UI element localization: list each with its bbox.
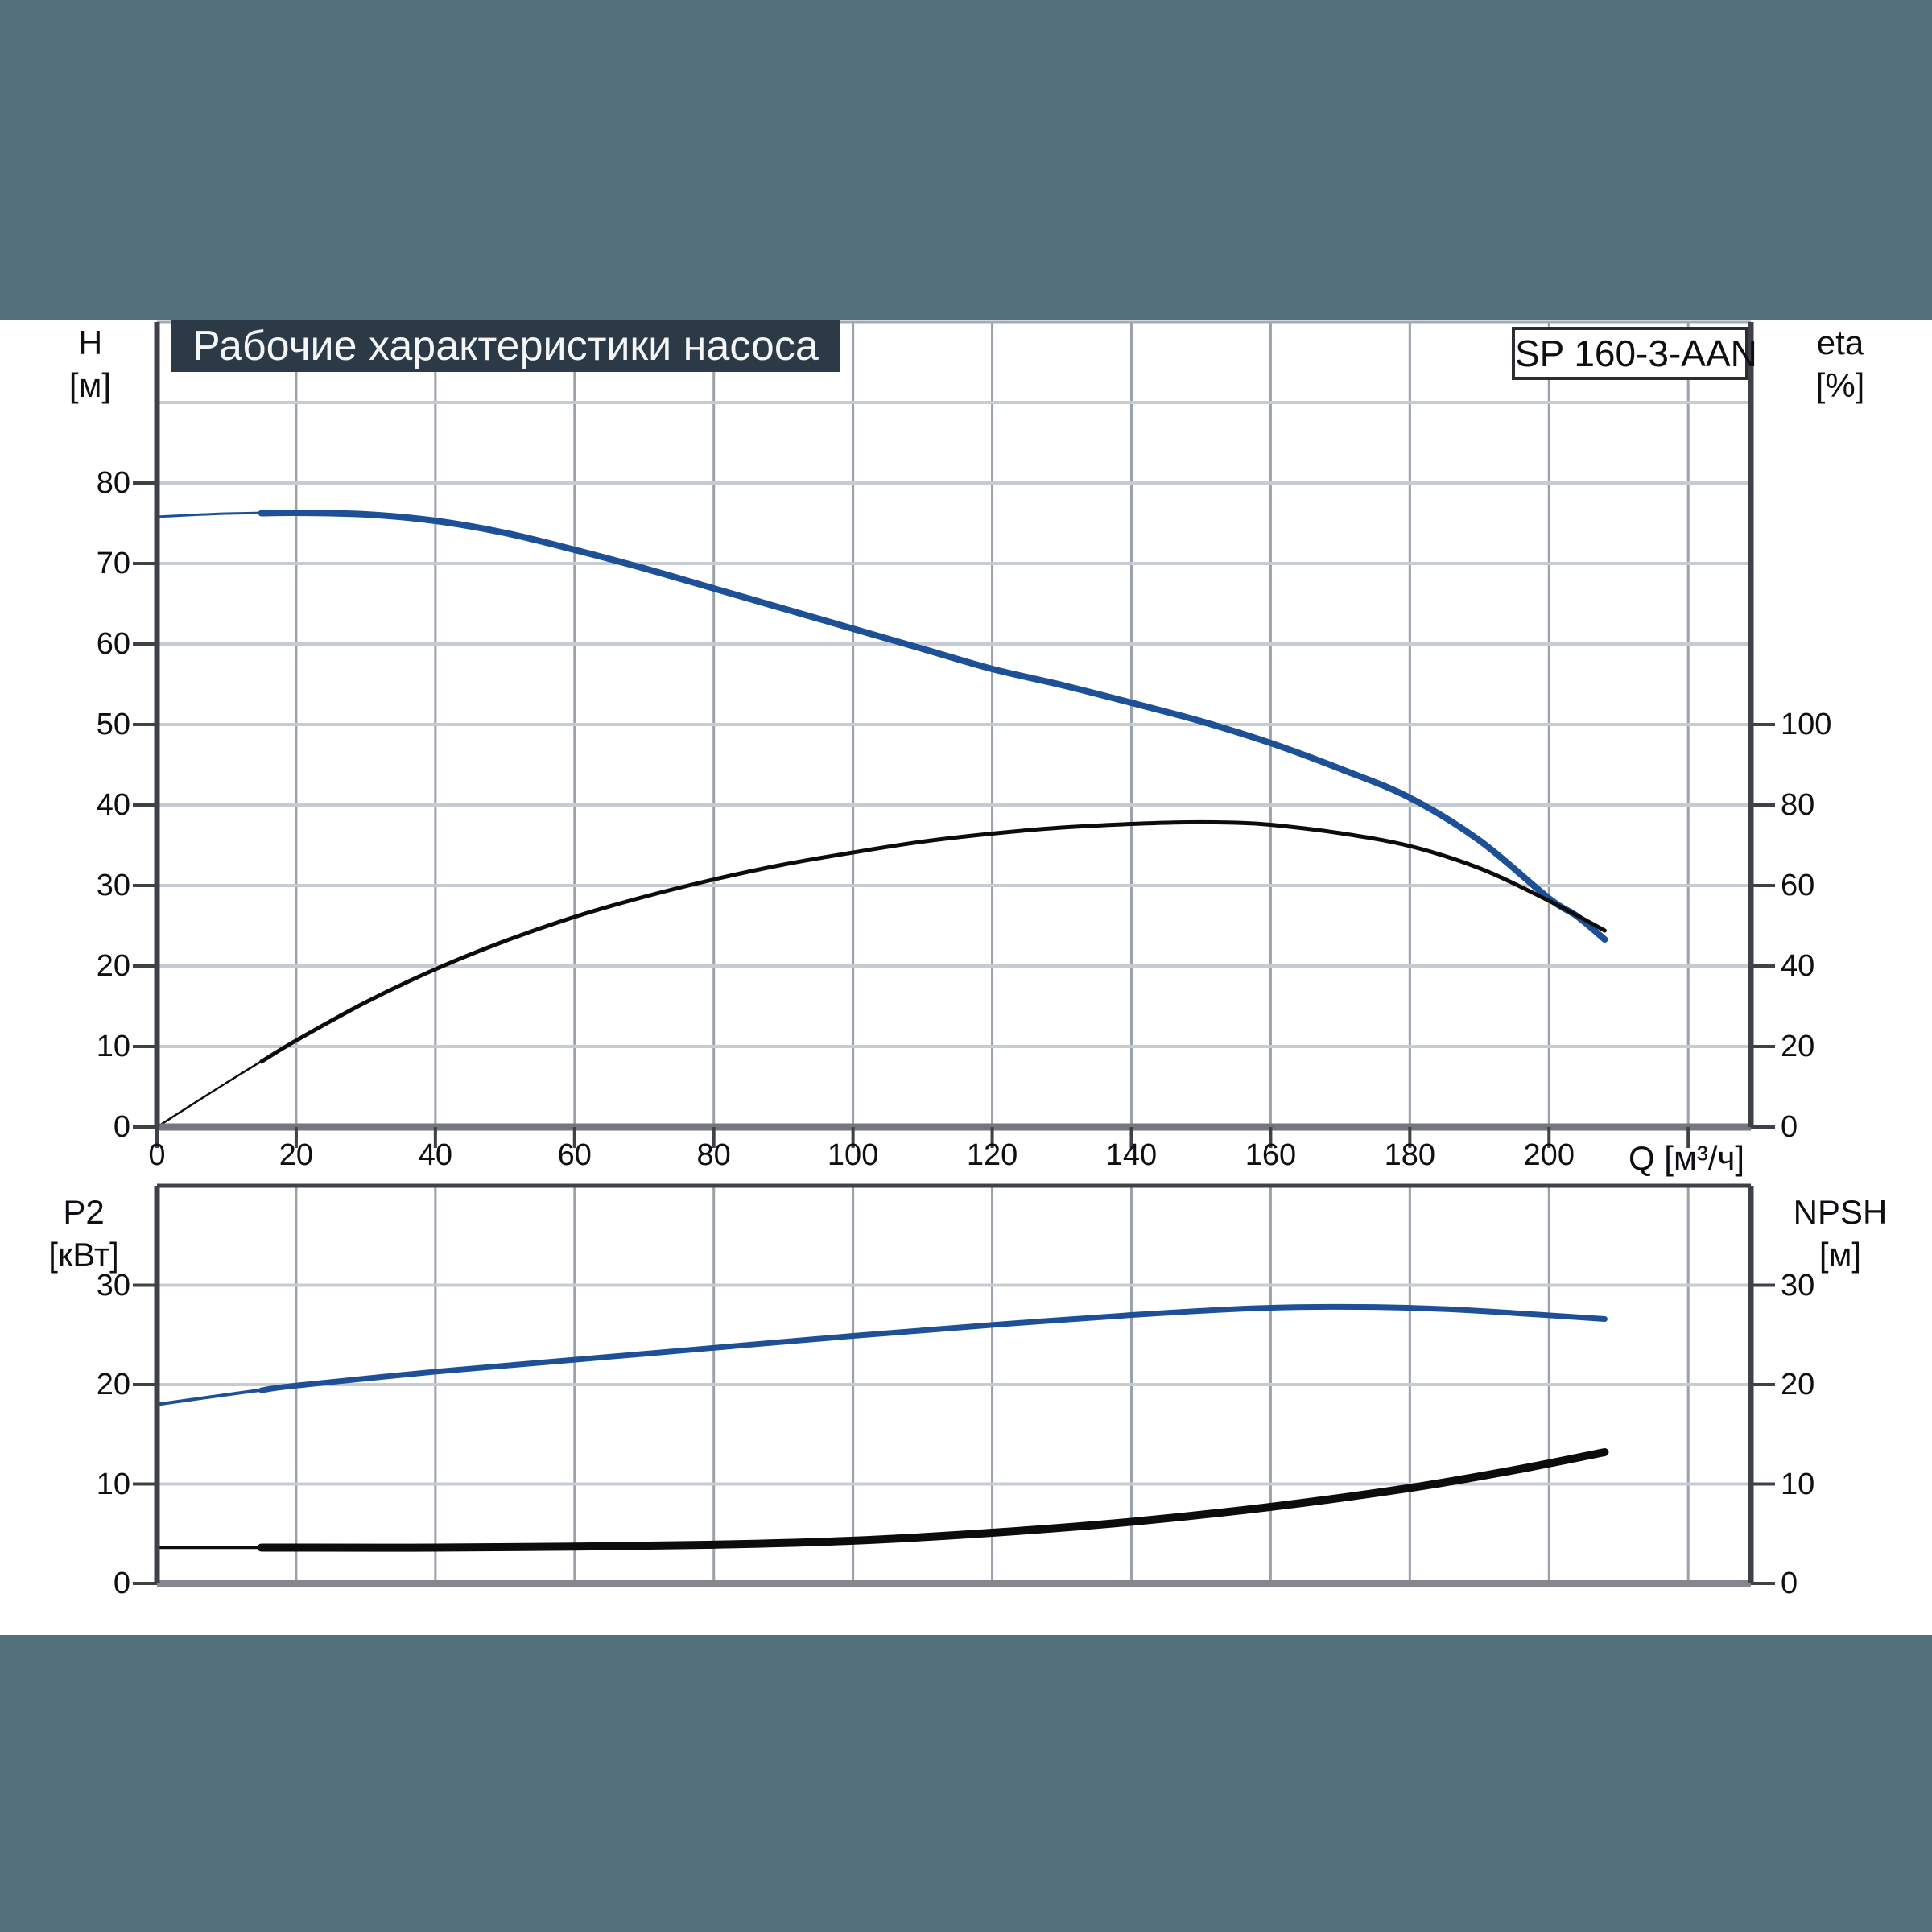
series-P2-curve-thin [156,1305,1605,1406]
power-and-npsh-chart [133,1183,1775,1587]
pump-model: SP 160-3-AAN [1515,332,1757,374]
flow-axis-label: Q [м³/ч] [1628,1139,1745,1177]
npsh-axis-tick-label: 30 [1781,1268,1815,1302]
head-axis-tick-label: 40 [96,788,130,822]
npsh-axis-tick-label: 10 [1781,1467,1815,1501]
eta-axis-unit: [%] [1815,366,1865,404]
power-axis-tick-label: 30 [96,1268,130,1302]
head-axis-tick-label: 70 [96,547,130,580]
chart-title-box: Рабочие характеристики насоса [171,320,840,372]
head-and-efficiency-chart [133,320,1775,1148]
head-axis-tick-label: 10 [96,1030,130,1063]
head-axis-tick-label: 30 [96,869,130,902]
eta-axis-title: eta [1816,324,1864,361]
head-axis-tick-label: 60 [96,627,130,661]
power-axis-unit: [кВт] [48,1236,119,1274]
eta-axis-tick-label: 60 [1781,869,1815,902]
head-axis-tick-label: 0 [113,1110,130,1144]
flow-axis-tick-label: 180 [1384,1138,1436,1172]
npsh-axis-unit: [м] [1818,1236,1862,1274]
flow-axis-tick-label: 40 [418,1138,452,1172]
eta-axis-tick-label: 0 [1781,1110,1798,1144]
npsh-axis-tick-label: 0 [1781,1567,1798,1600]
head-axis-tick-label: 50 [96,708,130,741]
flow-axis-tick-label: 60 [557,1138,592,1172]
head-axis-title: H [77,324,103,361]
power-axis-tick-label: 20 [96,1368,130,1402]
head-axis-unit: [м] [68,366,112,404]
npsh-axis-title: NPSH [1793,1193,1888,1231]
head-axis-tick-label: 20 [96,949,130,983]
eta-axis-tick-label: 100 [1781,708,1832,741]
series-NPSH-curve-thin [156,1451,1605,1550]
series-NPSH-curve [257,1447,1609,1552]
flow-axis-tick-label: 120 [966,1138,1018,1172]
power-axis-tick-label: 10 [96,1467,130,1501]
series-P2-curve [258,1303,1608,1393]
chart-panel [0,320,1932,1635]
pump-model-box: SP 160-3-AAN [1512,327,1757,380]
flow-axis-tick-label: 0 [148,1138,166,1172]
series-eta-curve-thin [156,821,1606,1129]
flow-axis-tick-label: 20 [279,1138,314,1172]
eta-axis-tick-label: 40 [1781,949,1815,983]
flow-axis-tick-label: 100 [827,1138,879,1172]
power-axis-tick-label: 0 [113,1567,130,1600]
eta-axis-tick-label: 20 [1781,1030,1815,1063]
series-H-curve [258,509,1608,943]
head-axis-tick-label: 80 [96,466,130,500]
flow-axis-tick-label: 80 [696,1138,731,1172]
power-axis-title: P2 [63,1193,105,1231]
chart-title: Рабочие характеристики насоса [192,323,819,369]
flow-axis-tick-label: 200 [1523,1138,1575,1172]
series-eta-curve [259,819,1607,1064]
flow-axis-tick-label: 140 [1105,1138,1158,1172]
eta-axis-tick-label: 80 [1781,788,1815,822]
flow-axis-tick-label: 160 [1245,1138,1297,1172]
npsh-axis-tick-label: 20 [1781,1368,1815,1402]
